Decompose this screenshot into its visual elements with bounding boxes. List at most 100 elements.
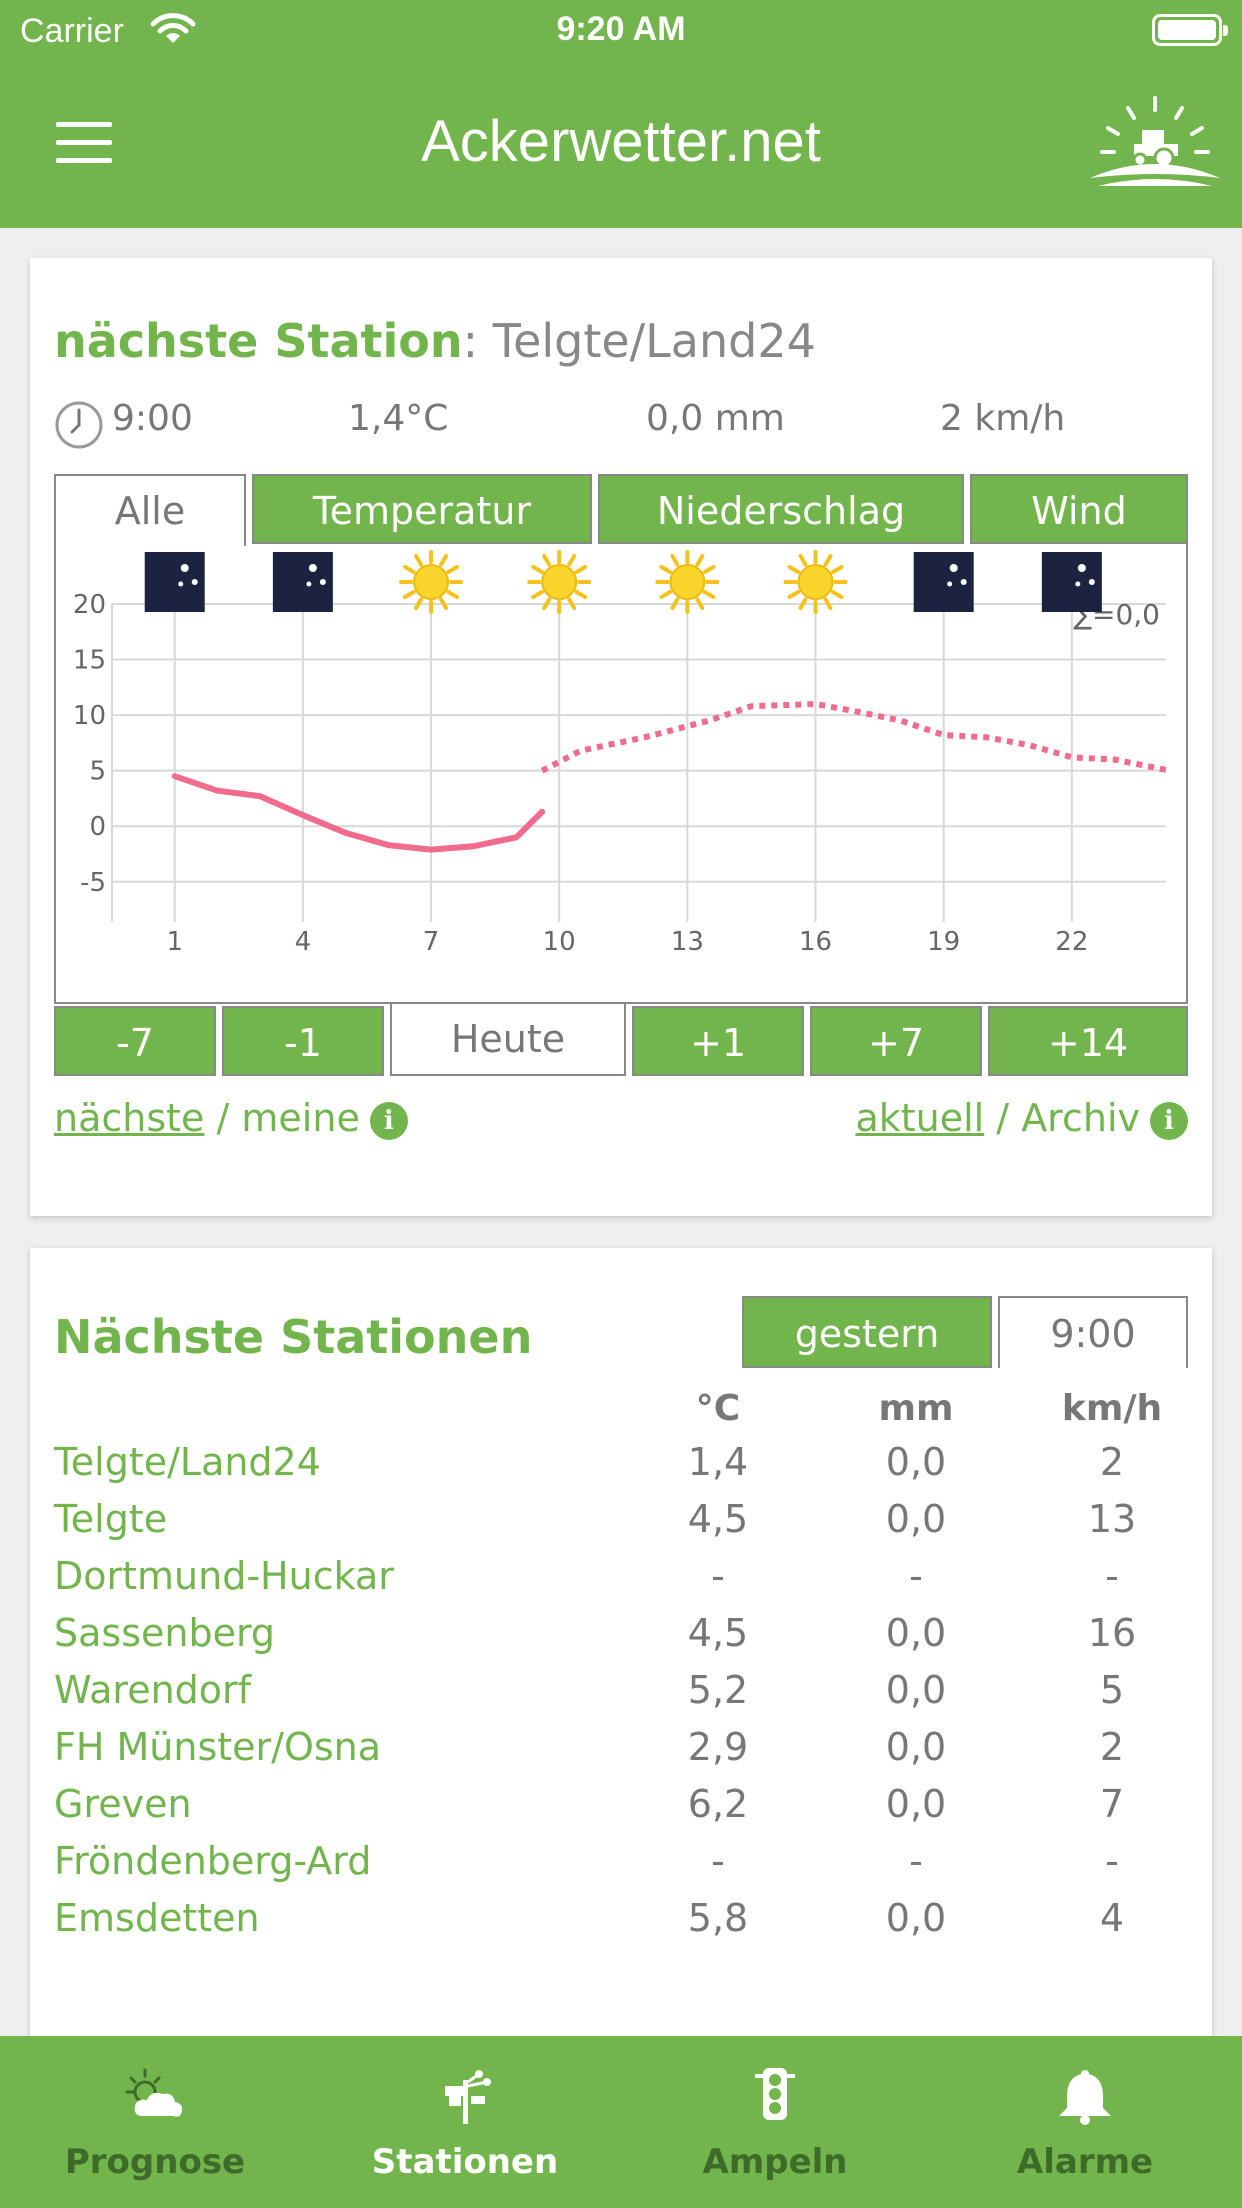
carrier-label: Carrier bbox=[20, 12, 124, 50]
table-row[interactable]: Sassenberg 4,5 0,0 16 bbox=[54, 1611, 1188, 1668]
station-row-name[interactable]: Emsdetten bbox=[54, 1896, 260, 1940]
station-row-temp: 2,9 bbox=[687, 1725, 749, 1769]
nav-label-prognose: Prognose bbox=[64, 2142, 246, 2182]
station-row-wind: 4 bbox=[1099, 1896, 1125, 1940]
nav-label-stationen: Stationen bbox=[371, 2142, 559, 2182]
nav-ampeln[interactable]: Ampeln bbox=[620, 2036, 930, 2208]
column-header-temp: °C bbox=[695, 1388, 741, 1429]
nav-alarme[interactable]: Alarme bbox=[930, 2036, 1240, 2208]
station-source-links: nächste / meine i bbox=[54, 1096, 408, 1140]
nearby-stations-card: Nächste Stationen gestern 9:00 °C mm km/… bbox=[30, 1248, 1212, 2048]
table-row[interactable]: Telgte/Land24 1,4 0,0 2 bbox=[54, 1440, 1188, 1497]
toggle-gestern[interactable]: gestern bbox=[742, 1296, 992, 1368]
moon-night-icon bbox=[913, 552, 974, 612]
tab-temperatur[interactable]: Temperatur bbox=[252, 474, 592, 544]
sun-cloud-icon bbox=[125, 2068, 183, 2117]
day-selector: -7 -1 Heute +1 +7 +14 bbox=[54, 1004, 1188, 1076]
link-archiv[interactable]: Archiv bbox=[1021, 1096, 1140, 1140]
x-tick-label: 1 bbox=[166, 927, 183, 957]
station-row-temp: 5,8 bbox=[687, 1896, 749, 1940]
nav-prognose[interactable]: Prognose bbox=[0, 2036, 310, 2208]
station-card: nächste Station: Telgte/Land24 9:00 1,4°… bbox=[30, 258, 1212, 1216]
station-row-temp: 5,2 bbox=[687, 1668, 749, 1712]
toggle-time[interactable]: 9:00 bbox=[998, 1296, 1188, 1368]
moon-night-icon bbox=[272, 552, 333, 612]
station-row-temp: 6,2 bbox=[687, 1782, 749, 1826]
status-bar: Carrier 9:20 AM bbox=[0, 0, 1242, 62]
link-meine[interactable]: meine bbox=[241, 1096, 360, 1140]
hamburger-menu-button[interactable] bbox=[56, 122, 112, 166]
station-row-name[interactable]: Dortmund-Huckar bbox=[54, 1554, 394, 1598]
station-row-rain: 0,0 bbox=[885, 1440, 947, 1484]
station-row-rain: 0,0 bbox=[885, 1896, 947, 1940]
column-header-wind: km/h bbox=[1061, 1388, 1163, 1429]
station-row-name[interactable]: Fröndenberg-Ard bbox=[54, 1839, 372, 1883]
battery-icon bbox=[1152, 14, 1228, 46]
sun-icon bbox=[399, 550, 464, 614]
y-tick-label: -5 bbox=[80, 868, 106, 898]
station-row-name[interactable]: Warendorf bbox=[54, 1668, 252, 1712]
day-plus-1-button[interactable]: +1 bbox=[632, 1006, 804, 1076]
column-header-rain: mm bbox=[878, 1388, 954, 1429]
y-tick-label: 15 bbox=[73, 646, 106, 676]
day-minus-1-button[interactable]: -1 bbox=[222, 1006, 384, 1076]
tractor-sun-logo-icon[interactable] bbox=[1090, 94, 1220, 190]
station-row-name[interactable]: Sassenberg bbox=[54, 1611, 276, 1655]
time-source-links: aktuell / Archiv i bbox=[855, 1096, 1188, 1140]
station-row-rain: 0,0 bbox=[885, 1668, 947, 1712]
station-row-wind: 16 bbox=[1087, 1611, 1137, 1655]
station-row-wind: - bbox=[1105, 1554, 1119, 1598]
table-row[interactable]: Telgte 4,5 0,0 13 bbox=[54, 1497, 1188, 1554]
station-row-name[interactable]: FH Münster/Osna bbox=[54, 1725, 382, 1769]
sun-icon bbox=[655, 550, 720, 614]
forecast-temperature-line bbox=[540, 701, 1171, 774]
station-row-rain: 0,0 bbox=[885, 1725, 947, 1769]
nav-label-alarme: Alarme bbox=[1016, 2142, 1154, 2182]
table-row[interactable]: Fröndenberg-Ard - - - bbox=[54, 1839, 1188, 1896]
y-tick-label: 20 bbox=[73, 590, 106, 620]
tab-niederschlag[interactable]: Niederschlag bbox=[598, 474, 964, 544]
sun-icon bbox=[783, 550, 848, 614]
y-tick-label: 0 bbox=[89, 812, 106, 842]
table-row[interactable]: Warendorf 5,2 0,0 5 bbox=[54, 1668, 1188, 1725]
station-title: nächste Station: Telgte/Land24 bbox=[54, 314, 816, 368]
station-row-name[interactable]: Telgte/Land24 bbox=[54, 1440, 321, 1484]
tab-wind[interactable]: Wind bbox=[970, 474, 1188, 544]
day-plus-14-button[interactable]: +14 bbox=[988, 1006, 1188, 1076]
station-row-rain: 0,0 bbox=[885, 1782, 947, 1826]
day-today-button[interactable]: Heute bbox=[390, 1004, 626, 1076]
nav-stationen[interactable]: Stationen bbox=[310, 2036, 620, 2208]
table-row[interactable]: Greven 6,2 0,0 7 bbox=[54, 1782, 1188, 1839]
app-title: Ackerwetter.net bbox=[421, 109, 821, 174]
day-plus-7-button[interactable]: +7 bbox=[810, 1006, 982, 1076]
table-row[interactable]: FH Münster/Osna 2,9 0,0 2 bbox=[54, 1725, 1188, 1782]
chart-tabs: Alle Temperatur Niederschlag Wind bbox=[54, 474, 1188, 546]
reading-temperature: 1,4°C bbox=[348, 398, 449, 439]
day-minus-7-button[interactable]: -7 bbox=[54, 1006, 216, 1076]
station-row-temp: 4,5 bbox=[687, 1497, 749, 1541]
nearby-stations-title: Nächste Stationen bbox=[54, 1310, 533, 1364]
tab-alle[interactable]: Alle bbox=[54, 474, 246, 546]
station-name: Telgte/Land24 bbox=[492, 314, 816, 368]
link-aktuell[interactable]: aktuell bbox=[855, 1096, 985, 1140]
moon-night-icon bbox=[1041, 552, 1102, 612]
x-tick-label: 10 bbox=[543, 927, 576, 957]
station-row-wind: 5 bbox=[1099, 1668, 1125, 1712]
station-row-name[interactable]: Greven bbox=[54, 1782, 192, 1826]
x-tick-label: 4 bbox=[295, 927, 312, 957]
station-row-temp: - bbox=[711, 1839, 725, 1883]
info-icon[interactable]: i bbox=[1150, 1102, 1188, 1140]
station-row-rain: - bbox=[909, 1839, 923, 1883]
table-row[interactable]: Emsdetten 5,8 0,0 4 bbox=[54, 1896, 1188, 1953]
link-naechste[interactable]: nächste bbox=[54, 1096, 205, 1140]
info-icon[interactable]: i bbox=[369, 1102, 408, 1140]
moon-night-icon bbox=[144, 552, 205, 612]
station-title-prefix: nächste Station bbox=[54, 314, 463, 368]
station-row-rain: 0,0 bbox=[885, 1497, 947, 1541]
station-row-wind: 13 bbox=[1087, 1497, 1137, 1541]
station-row-rain: - bbox=[909, 1554, 923, 1598]
measured-temperature-line bbox=[171, 773, 546, 853]
reading-time: 9:00 bbox=[112, 398, 193, 439]
station-row-name[interactable]: Telgte bbox=[54, 1497, 168, 1541]
table-row[interactable]: Dortmund-Huckar - - - bbox=[54, 1554, 1188, 1611]
